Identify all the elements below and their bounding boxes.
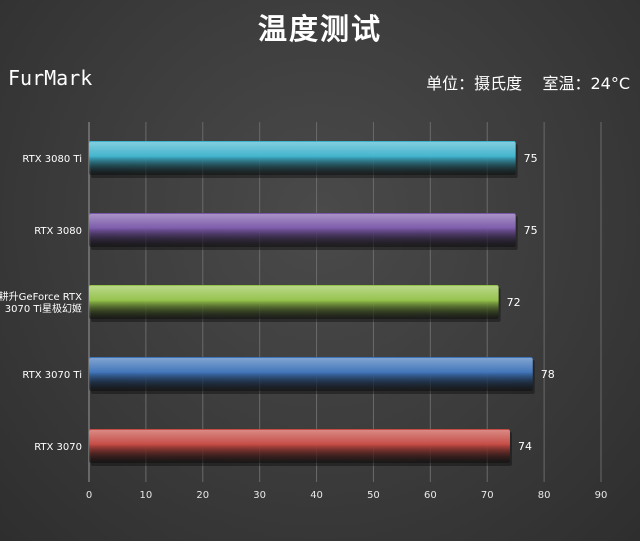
bar-highlight: [89, 142, 516, 158]
x-tick-label: 60: [424, 490, 437, 501]
x-tick-label: 90: [595, 490, 608, 501]
units-note: 单位：摄氏度 室温：24°C: [426, 74, 630, 93]
x-axis-ticks: 0 10 20 30 40 50 60 70 80 90: [86, 490, 608, 501]
chart-title: 温度测试: [257, 12, 382, 46]
bar-highlight: [89, 214, 516, 230]
category-label: 耕升GeForce RTX 3070 Ti星极幻姬: [0, 290, 82, 315]
bar-highlight: [89, 358, 533, 374]
category-label: RTX 3070: [34, 442, 82, 453]
x-tick-label: 50: [367, 490, 380, 501]
category-labels: 75 RTX 3080 Ti 75 RTX 3080 72 耕升GeForce RTX 30…: [0, 152, 555, 453]
data-label: 78: [541, 368, 555, 381]
x-tick-label: 70: [481, 490, 494, 501]
x-tick-label: 20: [196, 490, 209, 501]
bars: [89, 141, 535, 466]
x-tick-label: 0: [86, 490, 92, 501]
data-label: 74: [518, 440, 532, 453]
data-label: 75: [524, 152, 538, 165]
bar-highlight: [89, 286, 499, 302]
data-label: 72: [507, 296, 521, 309]
x-tick-label: 80: [538, 490, 551, 501]
category-label: RTX 3070 Ti: [22, 370, 82, 381]
x-tick-label: 40: [310, 490, 323, 501]
test-name: FurMark: [8, 66, 93, 90]
data-label: 75: [524, 224, 538, 237]
x-tick-label: 30: [253, 490, 266, 501]
category-label: RTX 3080: [34, 226, 82, 237]
category-label: RTX 3080 Ti: [22, 154, 82, 165]
bar-highlight: [89, 430, 510, 446]
x-tick-label: 10: [140, 490, 153, 501]
